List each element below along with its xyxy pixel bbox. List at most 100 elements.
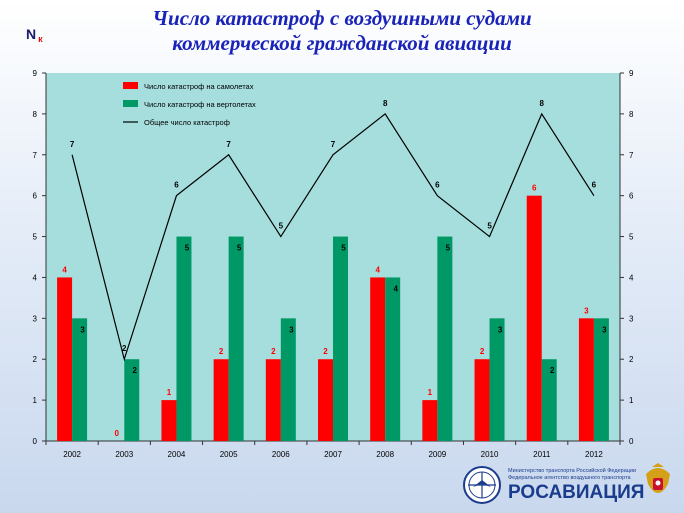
heli-bar xyxy=(176,236,192,441)
right-tick-label: 0 xyxy=(629,437,634,446)
heli-bar xyxy=(280,318,296,441)
heli-bar xyxy=(385,277,401,441)
left-tick-label: 1 xyxy=(33,396,38,405)
legend-swatch-plane xyxy=(123,82,138,89)
heli-bar xyxy=(593,318,609,441)
left-tick-label: 2 xyxy=(33,355,38,364)
x-tick-label: 2012 xyxy=(585,450,603,459)
total-data-label: 7 xyxy=(226,140,231,149)
heli-bar xyxy=(489,318,505,441)
heli-bar xyxy=(72,318,88,441)
plane-bar xyxy=(213,359,229,441)
plane-bar xyxy=(526,195,542,441)
plane-bar xyxy=(161,400,177,441)
logo-ministry-text: Министерство транспорта Российской Федер… xyxy=(508,468,637,474)
legend-label-plane: Число катастроф на самолетах xyxy=(144,82,254,91)
total-data-label: 8 xyxy=(540,99,545,108)
heli-data-label: 5 xyxy=(341,244,346,253)
y-axis-symbol-main: N xyxy=(26,26,37,42)
left-tick-label: 4 xyxy=(33,273,38,282)
plane-data-label: 2 xyxy=(480,347,485,356)
plane-data-label: 2 xyxy=(271,347,276,356)
total-data-label: 6 xyxy=(592,181,597,190)
chart-title-line1: Число катастроф с воздушными судами xyxy=(152,6,532,30)
x-tick-label: 2004 xyxy=(168,450,186,459)
heli-bar xyxy=(437,236,453,441)
right-tick-label: 6 xyxy=(629,192,634,201)
plane-data-label: 2 xyxy=(219,347,224,356)
logo-name: РОСАВИАЦИЯ xyxy=(508,482,645,503)
total-data-label: 8 xyxy=(383,99,388,108)
plane-data-label: 1 xyxy=(167,388,172,397)
total-data-label: 6 xyxy=(435,181,440,190)
right-tick-label: 2 xyxy=(629,355,634,364)
heli-bar xyxy=(541,359,557,441)
heli-data-label: 4 xyxy=(393,284,398,293)
legend-label-total: Общее число катастроф xyxy=(144,118,230,127)
heli-data-label: 3 xyxy=(602,325,607,334)
chart-title-line2: коммерческой гражданской авиации xyxy=(172,31,512,55)
x-tick-label: 2002 xyxy=(63,450,81,459)
left-tick-label: 5 xyxy=(33,233,38,242)
plane-bar xyxy=(265,359,281,441)
right-tick-label: 8 xyxy=(629,110,634,119)
x-tick-label: 2009 xyxy=(428,450,446,459)
plane-bar xyxy=(578,318,594,441)
right-tick-label: 4 xyxy=(629,273,634,282)
heli-data-label: 3 xyxy=(80,325,85,334)
total-data-label: 5 xyxy=(279,222,284,231)
heli-data-label: 5 xyxy=(237,244,242,253)
x-tick-label: 2003 xyxy=(115,450,133,459)
heli-data-label: 2 xyxy=(133,366,138,375)
x-tick-label: 2006 xyxy=(272,450,290,459)
left-tick-label: 8 xyxy=(33,110,38,119)
right-tick-label: 5 xyxy=(629,233,634,242)
plane-bar xyxy=(474,359,490,441)
left-tick-label: 3 xyxy=(33,314,38,323)
left-tick-label: 0 xyxy=(33,437,38,446)
plane-data-label: 4 xyxy=(375,265,380,274)
heli-data-label: 2 xyxy=(550,366,555,375)
total-data-label: 2 xyxy=(122,344,127,353)
right-tick-label: 9 xyxy=(629,69,634,78)
chart-title: Число катастроф с воздушными судами комм… xyxy=(0,6,684,56)
x-tick-label: 2007 xyxy=(324,450,342,459)
rosaviatsia-emblem-icon xyxy=(463,466,501,504)
left-tick-label: 9 xyxy=(33,69,38,78)
plane-data-label: 0 xyxy=(115,429,120,438)
plane-data-label: 6 xyxy=(532,184,537,193)
x-tick-label: 2008 xyxy=(376,450,394,459)
heli-data-label: 5 xyxy=(446,244,451,253)
total-line xyxy=(71,112,595,362)
total-data-label: 5 xyxy=(487,222,492,231)
legend-label-heli: Число катастроф на вертолетах xyxy=(144,100,256,109)
plane-data-label: 2 xyxy=(323,347,328,356)
heli-bar xyxy=(333,236,348,441)
total-data-label: 6 xyxy=(174,181,179,190)
right-tick-label: 3 xyxy=(629,314,634,323)
x-tick-label: 2011 xyxy=(533,450,551,459)
left-tick-label: 7 xyxy=(33,151,38,160)
left-tick-label: 6 xyxy=(33,192,38,201)
logo-agency-text: Федеральное агентство воздушного транспо… xyxy=(508,475,631,481)
plane-bar xyxy=(318,359,333,441)
heli-data-label: 3 xyxy=(289,325,294,334)
right-tick-label: 1 xyxy=(629,396,634,405)
plane-data-label: 1 xyxy=(428,388,433,397)
x-tick-label: 2005 xyxy=(220,450,238,459)
plane-bar xyxy=(370,277,386,441)
heli-data-label: 5 xyxy=(185,244,190,253)
x-tick-label: 2010 xyxy=(481,450,499,459)
heli-data-label: 3 xyxy=(498,325,503,334)
legend-swatch-heli xyxy=(123,100,138,107)
plane-data-label: 3 xyxy=(584,306,589,315)
heli-bar xyxy=(124,359,140,441)
total-data-label: 7 xyxy=(331,140,336,149)
rosaviatsia-logo: Министерство транспорта Российской Федер… xyxy=(462,462,684,510)
plane-bar xyxy=(422,400,438,441)
right-tick-label: 7 xyxy=(629,151,634,160)
plane-bar xyxy=(57,277,73,441)
y-axis-symbol-sub: к xyxy=(38,34,43,44)
